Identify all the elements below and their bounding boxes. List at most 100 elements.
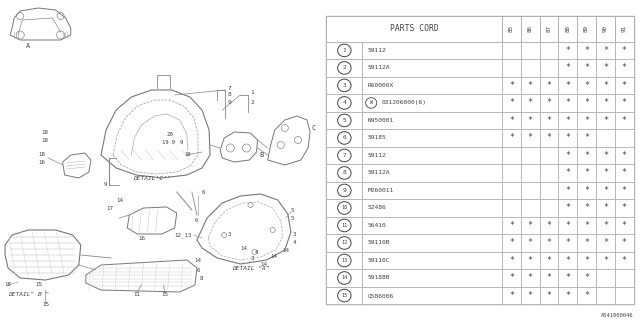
Bar — [596, 129, 615, 147]
Text: *: * — [603, 99, 608, 108]
Bar — [502, 199, 521, 217]
Bar — [540, 59, 558, 77]
Text: *: * — [621, 221, 627, 230]
Text: 88: 88 — [565, 25, 570, 32]
Bar — [558, 77, 577, 94]
Text: 3: 3 — [227, 233, 231, 237]
Text: 15: 15 — [42, 302, 49, 308]
Text: 15: 15 — [341, 293, 348, 298]
Text: *: * — [621, 238, 627, 247]
Bar — [577, 199, 596, 217]
Text: 3: 3 — [250, 255, 254, 260]
Bar — [577, 77, 596, 94]
Bar — [615, 147, 634, 164]
Bar — [558, 147, 577, 164]
Text: *: * — [584, 238, 589, 247]
Text: 11: 11 — [341, 223, 348, 228]
Bar — [558, 199, 577, 217]
Text: 59188B: 59188B — [368, 276, 390, 281]
Bar — [540, 182, 558, 199]
Text: 90: 90 — [603, 25, 608, 32]
Bar — [577, 234, 596, 252]
Text: *: * — [565, 221, 570, 230]
Bar — [596, 77, 615, 94]
Bar — [596, 147, 615, 164]
Text: *: * — [603, 46, 608, 55]
Bar — [362, 182, 502, 199]
Text: *: * — [621, 63, 627, 72]
Bar — [521, 182, 540, 199]
Text: 6: 6 — [197, 268, 200, 273]
Text: *: * — [603, 81, 608, 90]
Text: 5: 5 — [291, 207, 294, 212]
Bar — [558, 269, 577, 287]
Bar — [596, 59, 615, 77]
Text: *: * — [547, 291, 552, 300]
Bar — [596, 42, 615, 59]
Text: *: * — [547, 238, 552, 247]
Bar — [577, 182, 596, 199]
Text: 86: 86 — [527, 25, 532, 32]
Bar — [577, 42, 596, 59]
Text: *: * — [509, 256, 514, 265]
Bar — [521, 252, 540, 269]
Text: N950001: N950001 — [368, 118, 394, 123]
Text: *: * — [621, 99, 627, 108]
Text: 59110B: 59110B — [368, 241, 390, 245]
Bar — [502, 42, 521, 59]
Text: *: * — [584, 291, 589, 300]
Bar — [521, 234, 540, 252]
Bar — [615, 129, 634, 147]
Text: 18: 18 — [42, 138, 49, 142]
Text: *: * — [584, 151, 589, 160]
Text: 59112A: 59112A — [368, 65, 390, 70]
Text: *: * — [509, 116, 514, 125]
Bar — [540, 16, 558, 42]
Bar — [521, 217, 540, 234]
Text: 5: 5 — [342, 118, 346, 123]
Text: *: * — [565, 46, 570, 55]
Text: 8: 8 — [200, 276, 204, 281]
Bar — [540, 129, 558, 147]
Bar — [615, 42, 634, 59]
Text: *: * — [565, 116, 570, 125]
Bar — [558, 234, 577, 252]
Text: *: * — [603, 168, 608, 178]
Text: 10: 10 — [341, 205, 348, 211]
Bar — [502, 182, 521, 199]
Bar — [577, 147, 596, 164]
Bar — [558, 217, 577, 234]
Bar — [615, 94, 634, 112]
Text: *: * — [565, 81, 570, 90]
Bar — [521, 199, 540, 217]
Bar — [326, 16, 502, 42]
Text: 18: 18 — [38, 153, 45, 157]
Bar — [540, 199, 558, 217]
Text: W: W — [370, 100, 372, 105]
Text: 56410: 56410 — [368, 223, 387, 228]
Bar — [362, 252, 502, 269]
Text: 59112A: 59112A — [368, 171, 390, 175]
Text: *: * — [565, 291, 570, 300]
Bar — [502, 147, 521, 164]
Bar — [577, 112, 596, 129]
Text: 6: 6 — [342, 135, 346, 140]
Bar — [577, 252, 596, 269]
Text: 16: 16 — [138, 236, 145, 241]
Bar — [540, 287, 558, 304]
Text: 14: 14 — [260, 261, 268, 267]
Text: *: * — [565, 63, 570, 72]
Text: *: * — [527, 81, 532, 90]
Bar — [362, 129, 502, 147]
Bar — [362, 217, 502, 234]
Bar — [502, 129, 521, 147]
Text: *: * — [603, 256, 608, 265]
Text: *: * — [584, 274, 589, 283]
Text: *: * — [584, 186, 589, 195]
Bar — [558, 129, 577, 147]
Text: 12_13: 12_13 — [174, 232, 192, 238]
Text: *: * — [509, 133, 514, 142]
Text: 18: 18 — [4, 282, 11, 286]
Bar — [615, 234, 634, 252]
Text: *: * — [527, 238, 532, 247]
